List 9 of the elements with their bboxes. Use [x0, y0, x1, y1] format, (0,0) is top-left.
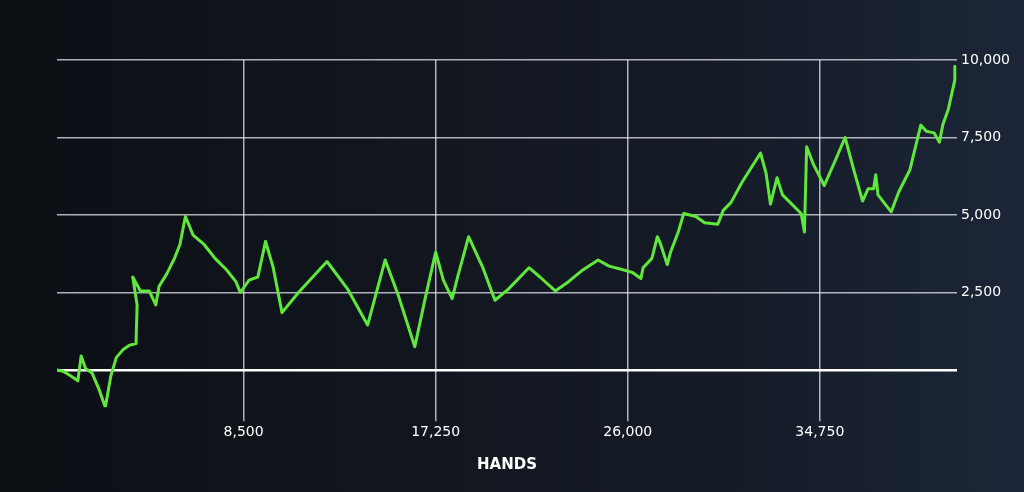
x-tick-label: 34,750: [795, 423, 845, 440]
x-tick-label: 8,500: [223, 423, 264, 440]
y-tick-label: 10,000: [961, 50, 1011, 67]
x-tick-label: 17,250: [411, 423, 461, 440]
y-tick-label: 7,500: [961, 128, 1002, 145]
x-axis-title: HANDS: [477, 454, 537, 473]
x-tick-label: 26,000: [603, 423, 653, 440]
y-tick-label: 2,500: [961, 283, 1002, 300]
y-tick-label: 5,000: [961, 205, 1002, 222]
